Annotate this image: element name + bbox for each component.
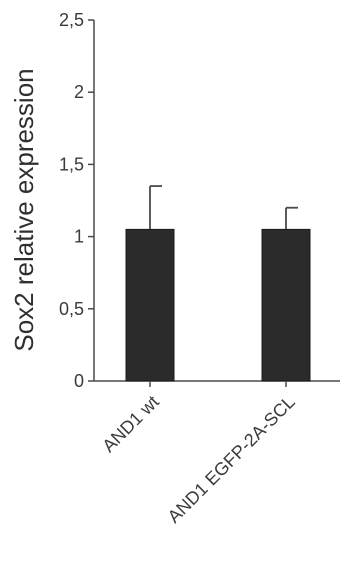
bar (125, 228, 175, 382)
y-tick-label: 2 (74, 82, 84, 102)
plot-area: 0 0,5 1 1,5 2 2,5 AND1 wt AND1 EGFP-2A-SCL (59, 10, 340, 527)
x-category-label: AND1 wt (98, 392, 162, 456)
bar (261, 228, 311, 382)
y-tick-label: 0 (74, 371, 84, 391)
y-axis-title: Sox2 relative expression (9, 68, 39, 351)
y-tick-label: 0,5 (59, 299, 84, 319)
y-tick-label: 1 (74, 227, 84, 247)
x-category-label: AND1 EGFP-2A-SCL (164, 392, 299, 527)
y-tick-label: 2,5 (59, 10, 84, 30)
y-tick-label: 1,5 (59, 154, 84, 174)
